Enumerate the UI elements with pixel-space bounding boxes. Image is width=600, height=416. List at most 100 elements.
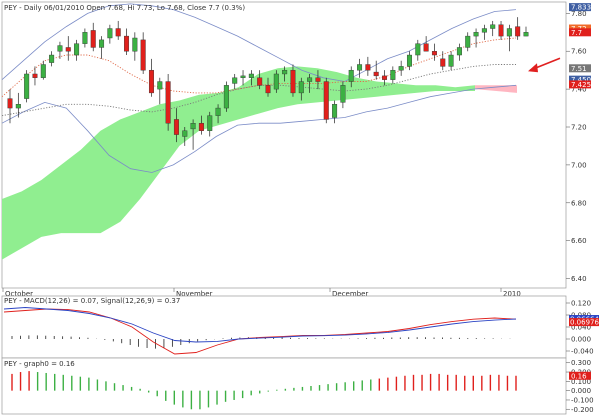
graph0-tick-label: 0.100	[571, 378, 591, 386]
candle-body	[265, 85, 271, 94]
price-tick-label: 6.40	[571, 275, 587, 283]
price-tick-label: 7.60	[571, 48, 587, 56]
candle-body	[207, 115, 213, 131]
candle-body	[415, 43, 421, 56]
price-y-axis: 7.80 7.60 7.40 7.20 7.00 6.80 6.60 6.40	[566, 10, 587, 283]
graph0-tick-label: 0.000	[571, 387, 591, 395]
time-axis: October November December 2010	[2, 288, 521, 298]
price-badge-label: 7.833	[571, 4, 591, 12]
arrow-head	[528, 63, 538, 73]
candle-body	[490, 24, 496, 29]
graph0-badge-label: 0.16	[571, 372, 587, 380]
candle-body	[165, 81, 171, 124]
candle-body	[257, 77, 263, 86]
candle-body	[390, 69, 396, 80]
candle-body	[357, 64, 363, 71]
graph0-tick-label: -0.100	[571, 396, 594, 404]
price-tick-label: 7.20	[571, 124, 587, 132]
candle-body	[248, 73, 254, 78]
cloud-projection	[475, 85, 517, 93]
price-badge	[569, 28, 591, 37]
graph0-pane: PEY - graph0 = 0.16 0.3000.2000.1000.000…	[1, 357, 594, 415]
candle-body	[115, 28, 121, 37]
price-badge-label: 7.51	[571, 65, 587, 73]
price-tick-label: 6.80	[571, 199, 587, 207]
macd-pane-title: PEY - MACD(12,26) = 0.07, Signal(12,26,9…	[4, 297, 180, 305]
graph0-badge	[569, 371, 591, 380]
candle-body	[348, 69, 354, 82]
candle-body	[32, 73, 38, 78]
candle-body	[124, 35, 130, 52]
candle-body	[173, 119, 179, 135]
candlesticks	[7, 17, 529, 150]
price-pane: PEY - Daily 06/01/2010 Open 7.68, Hi 7.7…	[1, 1, 596, 298]
candle-body	[307, 77, 313, 82]
candle-body	[332, 104, 338, 118]
time-tick-label: 2010	[503, 290, 521, 298]
candle-body	[515, 26, 521, 37]
candle-body	[498, 24, 504, 37]
time-tick-label: December	[332, 290, 368, 298]
time-tick-label: November	[176, 290, 213, 298]
candle-body	[282, 69, 288, 75]
macd-tick-label: 0.000	[571, 336, 591, 344]
candle-body	[382, 75, 388, 80]
graph0-bars	[11, 371, 517, 410]
candle-body	[82, 32, 88, 44]
candle-body	[107, 28, 113, 39]
price-badge	[569, 3, 591, 12]
macd-tick-label: 0.040	[571, 324, 591, 332]
graph0-badges: 0.16	[569, 371, 591, 380]
macd-badge-label: 0.06976	[570, 319, 599, 327]
candle-body	[315, 77, 321, 82]
candle-body	[431, 51, 437, 56]
candle-body	[15, 104, 21, 109]
candle-body	[74, 43, 80, 56]
candle-body	[40, 64, 46, 78]
macd-pane: PEY - MACD(12,26) = 0.07, Signal(12,26,9…	[1, 295, 600, 359]
candle-body	[456, 47, 462, 56]
candle-body	[406, 54, 412, 67]
candle-body	[481, 28, 487, 33]
price-tick-label: 7.40	[571, 86, 587, 94]
candle-body	[140, 39, 146, 71]
price-tick-label: 7.80	[571, 10, 587, 18]
candle-body	[423, 43, 429, 52]
candle-body	[323, 81, 329, 120]
candle-body	[232, 77, 238, 84]
candle-body	[240, 75, 246, 78]
candle-body	[99, 39, 105, 48]
overlay-line-1	[1, 3, 517, 82]
candle-body	[7, 98, 13, 109]
macd-line-1	[3, 308, 517, 355]
price-pane-title: PEY - Daily 06/01/2010 Open 7.68, Hi 7.7…	[4, 4, 245, 12]
price-overlay-lines	[1, 3, 517, 173]
graph0-tick-label: -0.200	[571, 406, 594, 414]
candle-body	[506, 28, 512, 37]
candle-body	[523, 32, 529, 37]
macd-pane-frame	[1, 295, 567, 359]
candle-body	[440, 58, 446, 67]
candle-body	[190, 123, 196, 130]
candle-body	[215, 107, 221, 116]
ichimoku-cloud	[2, 66, 517, 260]
candle-body	[473, 32, 479, 37]
candle-body	[448, 54, 454, 67]
candle-body	[340, 85, 346, 103]
price-tick-label: 6.60	[571, 237, 587, 245]
candle-body	[198, 123, 204, 131]
macd-tick-label: 0.120	[571, 300, 591, 308]
macd-line-2	[3, 307, 517, 343]
overlay-line-2	[1, 84, 517, 173]
price-badge-label: 7.4504	[571, 76, 596, 84]
candle-body	[373, 71, 379, 77]
graph0-pane-frame	[1, 357, 567, 415]
candle-body	[148, 69, 154, 94]
price-badge	[569, 64, 591, 73]
candle-body	[365, 64, 371, 71]
candle-body	[65, 47, 71, 52]
candle-body	[465, 35, 471, 48]
graph0-tick-label: 0.300	[571, 359, 591, 367]
